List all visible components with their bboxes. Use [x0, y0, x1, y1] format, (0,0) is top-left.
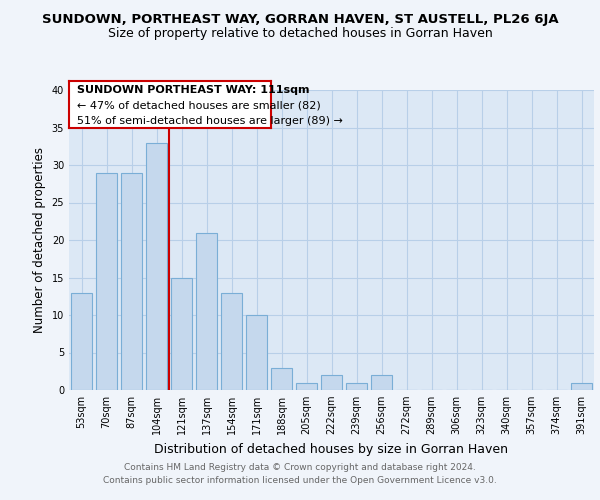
Bar: [71, 292, 92, 390]
Bar: [271, 368, 292, 390]
Bar: [571, 382, 592, 390]
Bar: [321, 375, 342, 390]
Y-axis label: Number of detached properties: Number of detached properties: [33, 147, 46, 333]
Bar: [371, 375, 392, 390]
Bar: [96, 172, 117, 390]
Text: Contains public sector information licensed under the Open Government Licence v3: Contains public sector information licen…: [103, 476, 497, 485]
Text: Size of property relative to detached houses in Gorran Haven: Size of property relative to detached ho…: [107, 28, 493, 40]
Bar: [171, 278, 192, 390]
Bar: [346, 382, 367, 390]
X-axis label: Distribution of detached houses by size in Gorran Haven: Distribution of detached houses by size …: [155, 442, 509, 456]
Bar: [296, 382, 317, 390]
Bar: [196, 232, 217, 390]
Text: SUNDOWN, PORTHEAST WAY, GORRAN HAVEN, ST AUSTELL, PL26 6JA: SUNDOWN, PORTHEAST WAY, GORRAN HAVEN, ST…: [41, 12, 559, 26]
Bar: [121, 172, 142, 390]
Bar: [246, 315, 267, 390]
Text: Contains HM Land Registry data © Crown copyright and database right 2024.: Contains HM Land Registry data © Crown c…: [124, 462, 476, 471]
Bar: [221, 292, 242, 390]
Bar: [146, 142, 167, 390]
